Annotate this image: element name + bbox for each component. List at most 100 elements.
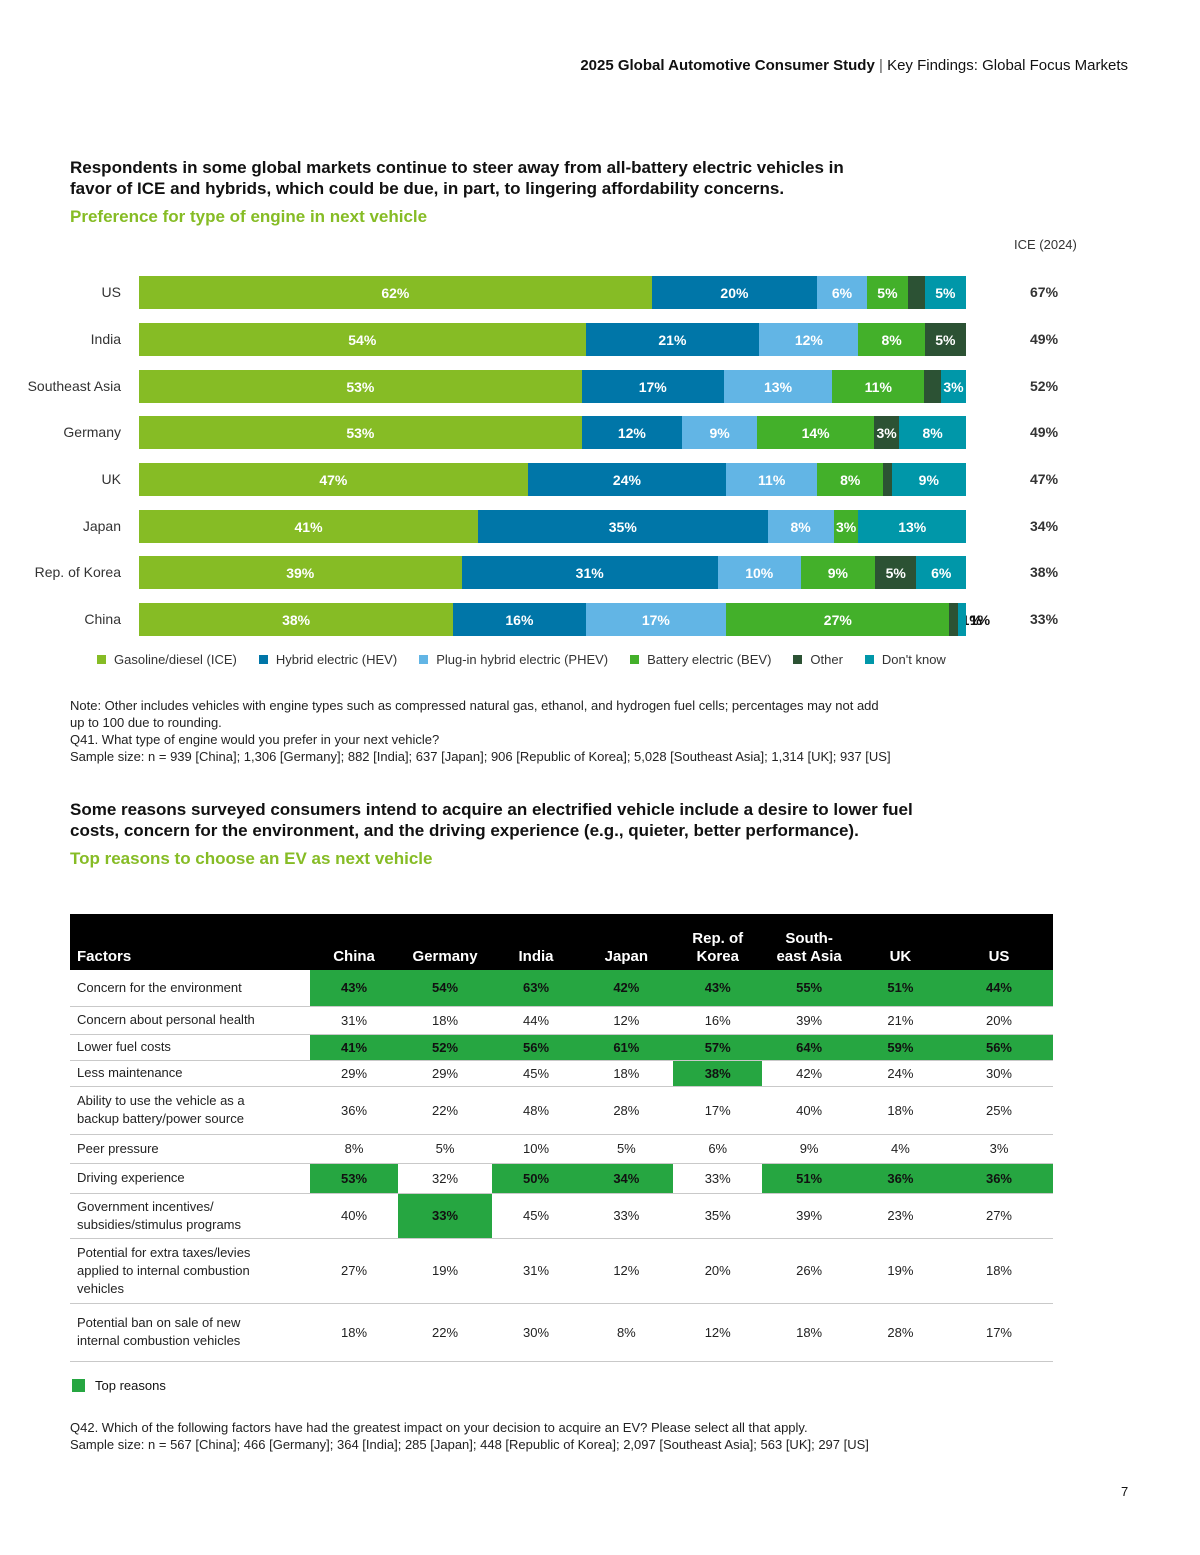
- top-reason-cell: 43%: [673, 970, 763, 1007]
- bar-segment: 8%: [858, 323, 925, 356]
- table-row: Ability to use the vehicle as a backup ba…: [70, 1086, 1053, 1135]
- top-reason-cell: 42%: [579, 970, 674, 1007]
- value-cell: 9%: [762, 1134, 856, 1164]
- legend-label: Gasoline/diesel (ICE): [114, 652, 237, 667]
- value-cell: 17%: [673, 1086, 763, 1135]
- legend-label: Battery electric (BEV): [647, 652, 772, 667]
- bar-segment: 12%: [759, 323, 859, 356]
- value-cell: 35%: [673, 1193, 763, 1239]
- value-cell: 45%: [492, 1060, 580, 1087]
- ev-reasons-table: Factors China Germany India Japan Rep. of Kore…: [70, 914, 1053, 1362]
- legend-swatch: [419, 655, 429, 664]
- bar-segment: 1%: [949, 603, 982, 636]
- bar-label: 6%: [931, 564, 952, 581]
- top-reason-cell: 59%: [855, 1034, 945, 1061]
- value-cell: 28%: [855, 1303, 945, 1362]
- factors-header: Factors: [70, 914, 311, 970]
- top-reason-cell: 36%: [855, 1163, 945, 1194]
- bar-label: 24%: [612, 471, 641, 488]
- bar-label: 38%: [282, 611, 311, 628]
- top-reason-cell: 36%: [944, 1163, 1053, 1194]
- legend-label: Hybrid electric (HEV): [275, 652, 398, 667]
- bar-segment: 31%: [461, 556, 718, 589]
- bar-label: 13%: [898, 518, 927, 535]
- top-reason-cell: 56%: [492, 1034, 580, 1061]
- row-label: US: [101, 284, 121, 300]
- bar-label: 35%: [608, 518, 637, 535]
- top-reason-cell: 61%: [579, 1034, 674, 1061]
- value-cell: 8%: [579, 1303, 674, 1362]
- country-header: South-east Asia: [762, 914, 856, 970]
- bar-label: 53%: [346, 424, 375, 441]
- value-cell: 36%: [310, 1086, 398, 1135]
- value-cell: 18%: [944, 1238, 1053, 1304]
- table-header-row: Factors China Germany India Japan Rep. of Kore…: [70, 914, 1053, 970]
- value-cell: 27%: [944, 1193, 1053, 1239]
- question-text: Q42. Which of the following factors have…: [70, 1420, 808, 1435]
- top-reason-label: Top reasons: [95, 1378, 166, 1393]
- value-cell: 24%: [855, 1060, 945, 1087]
- value-cell: 31%: [310, 1006, 398, 1035]
- table-row: Potential ban on sale of new internal com…: [70, 1303, 1053, 1362]
- bar-segment: 54%: [139, 323, 586, 356]
- country-header: China: [310, 914, 398, 970]
- row-label: Southeast Asia: [27, 378, 121, 394]
- row-label: Germany: [63, 424, 121, 440]
- bar-segment: 5%: [924, 323, 966, 356]
- value-cell: 23%: [855, 1193, 945, 1239]
- bar-segment: 8%: [899, 416, 966, 449]
- top-reason-cell: 51%: [762, 1163, 856, 1194]
- table-row: Government incentives/subsidies/stimulus…: [70, 1193, 1053, 1239]
- legend-item: Other: [793, 652, 843, 667]
- top-reason-cell: 34%: [579, 1163, 674, 1194]
- legend-swatch: [630, 655, 640, 664]
- sample-size-text: Sample size: n = 567 [China]; 466 [Germa…: [70, 1437, 869, 1452]
- value-cell: 10%: [492, 1134, 580, 1164]
- bar-segment: 9%: [891, 463, 966, 496]
- bar-segment: 53%: [139, 416, 582, 449]
- value-cell: 29%: [310, 1060, 398, 1087]
- bar-segment: 35%: [478, 510, 768, 543]
- value-cell: 8%: [310, 1134, 398, 1164]
- sample-size-text: Sample size: n = 939 [China]; 1,306 [Ger…: [70, 749, 891, 764]
- bar-segment: 41%: [139, 510, 479, 543]
- table-row: Peer pressure 8% 5% 10% 5% 6% 9% 4% 3%: [70, 1134, 1053, 1164]
- row-label: China: [84, 611, 121, 627]
- bar-label: 12%: [794, 331, 823, 348]
- value-cell: 40%: [310, 1193, 398, 1239]
- country-header: Japan: [579, 914, 674, 970]
- value-cell: 20%: [944, 1006, 1053, 1035]
- bar-label: 11%: [864, 378, 892, 395]
- header-separator: |: [878, 57, 883, 74]
- bar-label: 9%: [709, 424, 730, 441]
- page-number: 7: [1121, 1484, 1129, 1499]
- top-reason-swatch: [72, 1379, 85, 1392]
- legend-item: Plug-in hybrid electric (PHEV): [419, 652, 608, 667]
- table-row: Lower fuel costs 41% 52% 56% 61% 57% 64% 59% 56%: [70, 1034, 1053, 1061]
- legend-item: Battery electric (BEV): [630, 652, 771, 667]
- value-cell: 42%: [762, 1060, 856, 1087]
- top-reason-cell: 63%: [492, 970, 580, 1007]
- value-cell: 5%: [397, 1134, 493, 1164]
- bar-segment: 20%: [651, 276, 818, 309]
- legend-swatch: [793, 655, 803, 664]
- table-row: Concern about personal health 31% 18% 44% 12…: [70, 1006, 1053, 1035]
- bar-segment: 39%: [139, 556, 462, 589]
- value-cell: 22%: [397, 1086, 493, 1135]
- note-line: up to 100 due to rounding.: [70, 715, 222, 730]
- value-cell: 17%: [944, 1303, 1053, 1362]
- factor-label: Potential ban on sale of new internal com…: [70, 1303, 311, 1362]
- bar-label: 17%: [638, 378, 667, 395]
- top-reason-cell: 52%: [397, 1034, 493, 1061]
- bar-label: 14%: [801, 424, 830, 441]
- section2-headline-line2: costs, concern for the environment, and …: [70, 821, 859, 840]
- bar-row: 53% 12% 9% 14% 3% 8%: [139, 416, 966, 449]
- bar-label: 27%: [823, 611, 852, 628]
- bar-label: 1%: [969, 611, 991, 628]
- country-header: US: [944, 914, 1053, 970]
- ice-2024-value: 49%: [1030, 424, 1059, 440]
- value-cell: 40%: [762, 1086, 856, 1135]
- bar-segment: 8%: [817, 463, 884, 496]
- table-key: Top reasons: [72, 1378, 166, 1393]
- legend-label: Other: [810, 652, 843, 667]
